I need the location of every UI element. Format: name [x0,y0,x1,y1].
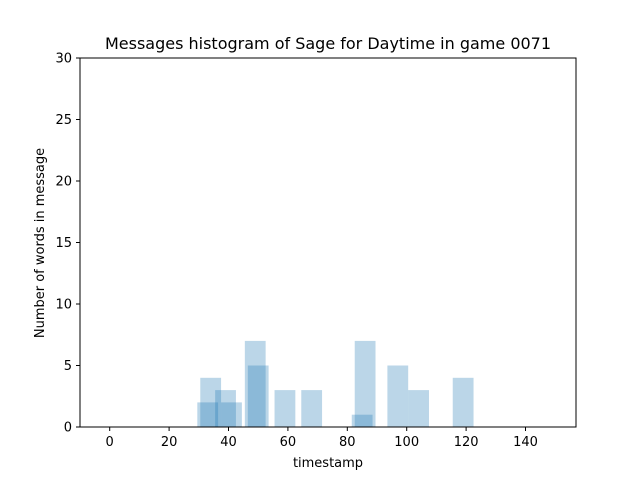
x-axis-label: timestamp [293,456,363,471]
histogram-bar [354,340,376,427]
y-tick-label: 20 [55,175,72,190]
histogram-bar [301,390,323,427]
histogram-bar [244,340,266,427]
x-axis-ticks: 0 20 40 60 80 100 120 140 [106,427,538,450]
y-axis-ticks: 0 5 10 15 20 25 30 [55,52,80,436]
x-tick-label: 60 [280,435,297,450]
histogram-bar [200,377,222,427]
x-tick-label: 40 [220,435,237,450]
y-tick-label: 0 [64,421,72,436]
histogram-bar [408,390,429,427]
histogram-bar [247,365,269,427]
y-tick-label: 30 [55,52,72,67]
y-axis-label: Number of words in message [33,148,48,338]
histogram-bar [387,365,409,427]
histogram-bar [351,414,373,427]
y-tick-label: 25 [55,113,72,128]
x-tick-label: 20 [161,435,178,450]
x-tick-label: 80 [339,435,356,450]
x-tick-label: 100 [394,435,419,450]
chart-title: Messages histogram of Sage for Daytime i… [105,34,551,53]
histogram-bar [452,377,474,427]
x-tick-label: 140 [513,435,538,450]
x-tick-label: 120 [454,435,479,450]
histogram-bar [215,390,236,427]
histogram-bar [274,390,296,427]
y-tick-label: 15 [55,236,72,251]
histogram-bar [197,402,219,427]
y-tick-label: 10 [55,298,72,313]
histogram-bar [221,402,242,427]
y-tick-label: 5 [64,359,72,374]
x-tick-label: 0 [106,435,114,450]
bars-group [197,340,474,427]
